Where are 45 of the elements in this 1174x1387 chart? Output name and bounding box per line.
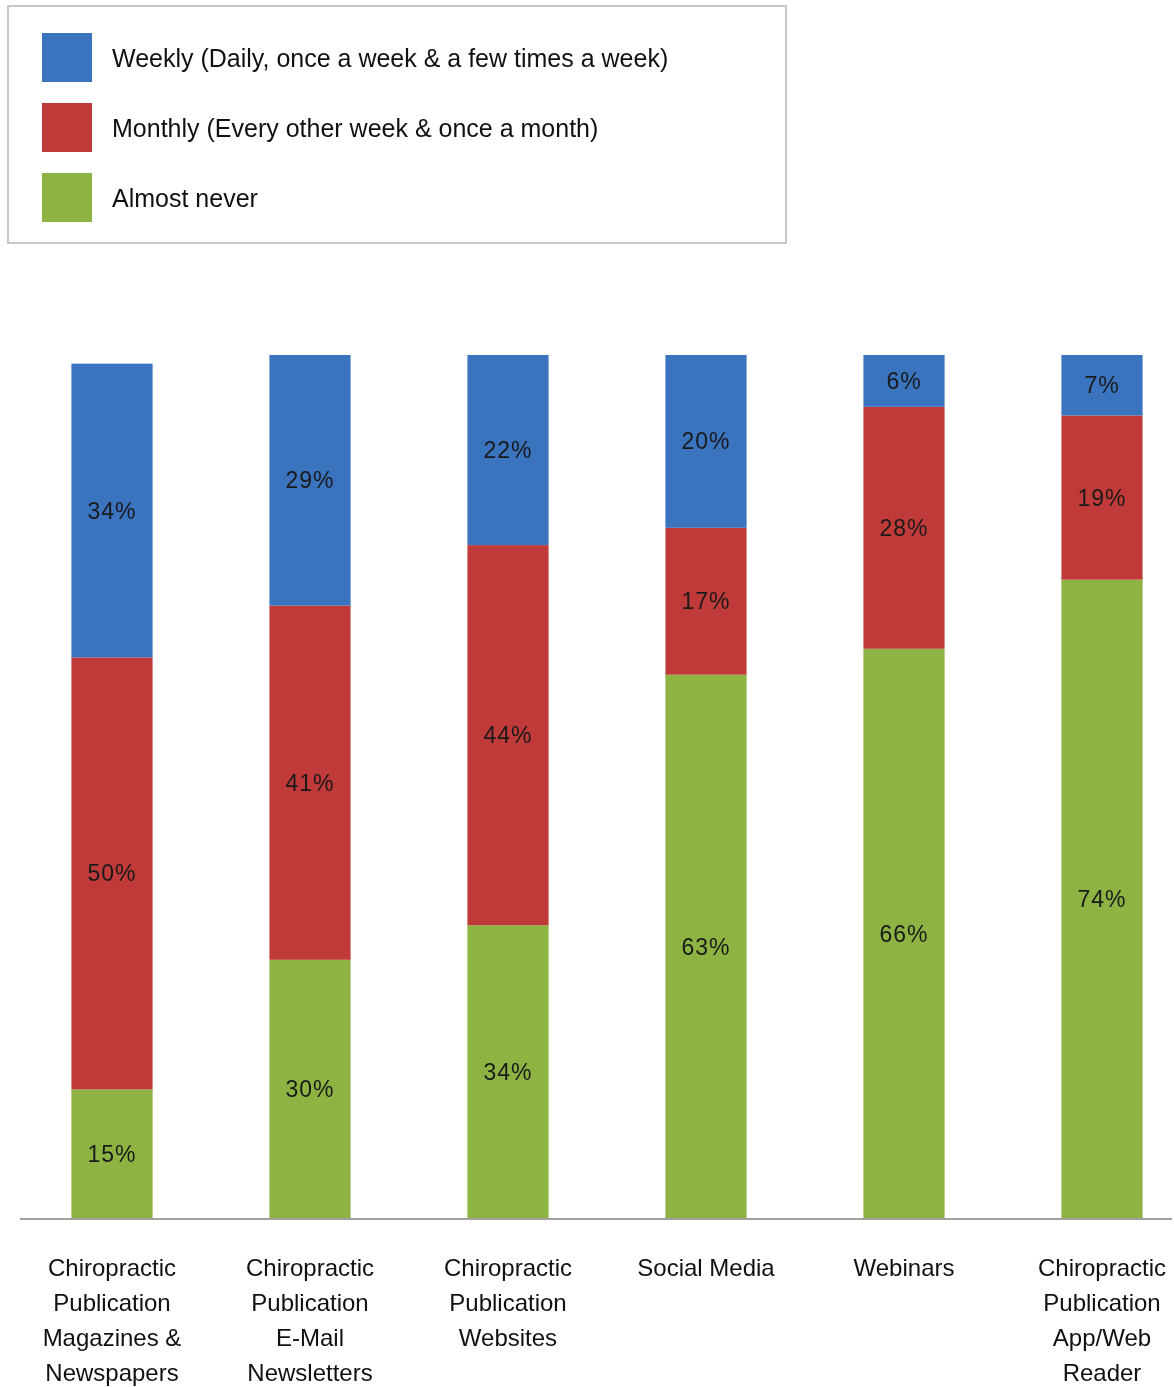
data-label: 6% [886,367,922,394]
x-tick-label: Webinars [853,1254,955,1281]
data-label: 29% [285,467,335,494]
x-tick-label: Chiropractic Publication App/Web Reader [1037,1254,1167,1386]
data-label: 50% [87,860,137,887]
bar [269,605,351,960]
bar [269,959,351,1219]
bar [269,355,351,606]
x-tick-label: Chiropractic Publication Magazines & Newspapers [42,1254,182,1386]
data-label: 28% [879,514,929,541]
data-label: 30% [285,1076,335,1103]
data-label: 15% [87,1141,137,1168]
bar [467,545,549,926]
bar [863,406,945,649]
bar [1061,579,1143,1219]
data-label: 19% [1077,484,1127,511]
legend-label: Almost never [112,184,258,212]
bar [665,527,747,675]
x-tick-label: Chiropractic Publication Websites [443,1254,573,1351]
data-label: 20% [681,428,731,455]
data-label: 17% [681,588,731,615]
data-label: 66% [879,920,929,947]
bar [467,925,549,1219]
data-label: 34% [87,497,137,524]
bar [71,657,153,1090]
data-label: 22% [483,437,533,464]
bar [467,355,549,546]
bar [863,648,945,1219]
bar [1061,415,1143,580]
data-label: 7% [1084,372,1120,399]
bar [1061,355,1143,416]
data-label: 74% [1077,886,1127,913]
bar [863,355,945,407]
data-label: 41% [285,769,335,796]
x-tick-label: Chiropractic Publication E-Mail Newsletters [245,1254,375,1386]
bar [71,1089,153,1219]
data-label: 34% [483,1059,533,1086]
bar [71,363,153,658]
legend-label: Weekly (Daily, once a week & a few times a week) [112,44,669,72]
x-tick-label: Social Media [637,1254,776,1281]
bar [665,674,747,1219]
data-label: 44% [483,722,533,749]
data-label: 63% [681,933,731,960]
legend-label: Monthly (Every other week & once a month) [112,114,599,142]
bar [665,355,747,528]
